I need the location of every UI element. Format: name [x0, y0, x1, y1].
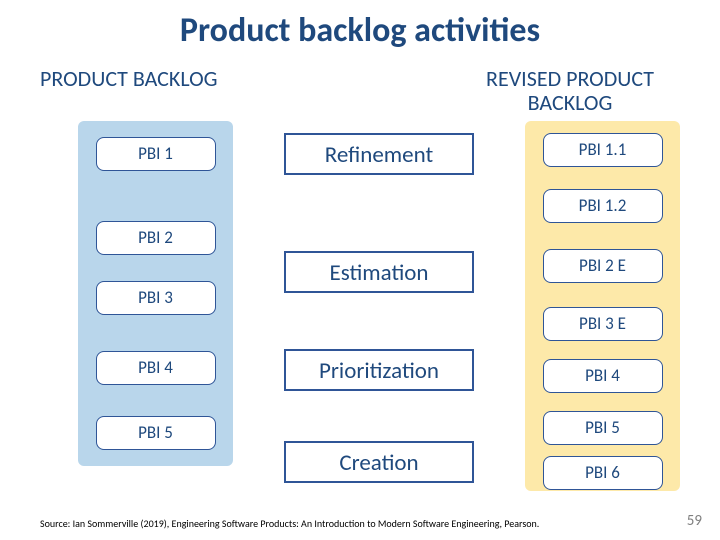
- header-spacer: [270, 67, 460, 115]
- activity-box: Creation: [284, 441, 474, 483]
- pbi-pill: PBI 4: [543, 359, 663, 393]
- header-left: PRODUCT BACKLOG: [40, 67, 270, 115]
- pbi-pill: PBI 6: [543, 456, 663, 490]
- pbi-pill: PBI 5: [543, 411, 663, 445]
- page-number: 59: [687, 512, 702, 530]
- activities-column: Refinement Estimation Prioritization Creati…: [233, 121, 525, 501]
- pbi-pill: PBI 3: [96, 281, 216, 315]
- activity-box: Estimation: [284, 251, 474, 293]
- right-backlog-column: PBI 1.1 PBI 1.2 PBI 2 E PBI 3 E PBI 4 PBI 5 PB…: [525, 121, 680, 491]
- column-headers: PRODUCT BACKLOG REVISED PRODUCT BACKLOG: [40, 67, 680, 115]
- diagram-columns: PBI 1 PBI 2 PBI 3 PBI 4 PBI 5 Refinement Esti…: [40, 121, 680, 501]
- left-backlog-column: PBI 1 PBI 2 PBI 3 PBI 4 PBI 5: [78, 121, 233, 466]
- pbi-pill: PBI 3 E: [543, 307, 663, 341]
- pbi-pill: PBI 4: [96, 351, 216, 385]
- pbi-pill: PBI 2: [96, 221, 216, 255]
- header-right: REVISED PRODUCT BACKLOG: [460, 67, 680, 115]
- pbi-pill: PBI 5: [96, 416, 216, 450]
- pbi-pill: PBI 2 E: [543, 249, 663, 283]
- activity-box: Refinement: [284, 133, 474, 175]
- pbi-pill: PBI 1.1: [543, 133, 663, 167]
- activity-box: Prioritization: [284, 349, 474, 391]
- source-citation: Source: Ian Sommerville (2019), Engineer…: [40, 517, 539, 530]
- pbi-pill: PBI 1: [96, 137, 216, 171]
- slide-title: Product backlog activities: [40, 10, 680, 51]
- slide: Product backlog activities PRODUCT BACKL…: [0, 0, 720, 540]
- pbi-pill: PBI 1.2: [543, 189, 663, 223]
